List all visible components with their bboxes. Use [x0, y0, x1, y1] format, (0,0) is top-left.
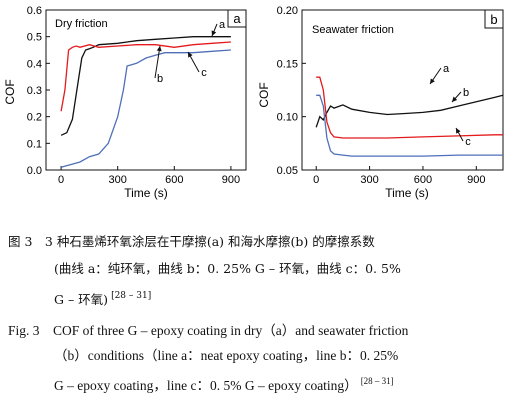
annotation-label-b-a: a — [443, 63, 450, 75]
x-tick-label-b: 300 — [360, 174, 378, 186]
caption-en-reference: [28 – 31] — [360, 376, 394, 386]
annotation-arrowhead-b-c — [456, 128, 461, 134]
series-line-a-c — [60, 49, 231, 168]
caption-cn-line-3: G – 环氧) [28 – 31] — [54, 285, 151, 311]
plot-frame-a — [45, 9, 247, 171]
caption-en-line-3: G – epoxy coating，line c：0. 5% G – epoxy… — [54, 370, 394, 397]
series-line-b-c — [316, 94, 503, 157]
y-tick-label-b: 0.15 — [277, 58, 298, 70]
y-tick-label-a: 0.0 — [27, 165, 42, 177]
y-tick-label-a: 0.5 — [27, 32, 42, 44]
panel-label-box-b — [484, 9, 504, 29]
annotation-arrowhead-a-b — [156, 46, 162, 52]
series-line-a-b — [60, 41, 231, 112]
x-tick-label-a: 900 — [222, 174, 240, 186]
caption-en-line-1-text: Fig. 3 COF of three G – epoxy coating in… — [8, 323, 409, 338]
y-tick-label-b: 0.10 — [277, 112, 298, 124]
chart-panel-a: Dry friction a COF Time (s) 0 300 600 900 0.… — [3, 5, 247, 200]
chart-title-a: Dry friction — [55, 18, 108, 30]
x-tick-label-b: 900 — [467, 174, 485, 186]
x-tick-label-b: 0 — [313, 174, 319, 186]
x-tick-label-b: 600 — [414, 174, 432, 186]
caption-cn-line-2-text: (曲线 a：纯环氧，曲线 b：0. 25% G – 环氧，曲线 c：0. 5% — [54, 261, 401, 276]
caption-en-line-1: Fig. 3 COF of three G – epoxy coating in… — [8, 320, 408, 342]
y-tick-label-a: 0.6 — [27, 5, 42, 17]
annotation-label-b-b: b — [463, 87, 469, 99]
caption-en-line-2-text: （b）conditions（line a：neat epoxy coating，… — [54, 348, 399, 363]
caption-cn-reference: [28 – 31] — [111, 291, 152, 301]
caption-cn-line-1: 图 3 3 种石墨烯环氧涂层在干摩擦(a) 和海水摩擦(b) 的摩擦系数 — [8, 231, 375, 253]
y-tick-label-b: 0.20 — [277, 5, 298, 17]
y-tick-label-a: 0.1 — [27, 138, 42, 150]
x-tick-label-a: 0 — [58, 174, 64, 186]
x-axis-label-a: Time (s) — [124, 186, 168, 200]
panel-label-a: a — [233, 11, 241, 26]
x-tick-label-a: 600 — [165, 174, 183, 186]
caption-cn-line-1-text: 图 3 3 种石墨烯环氧涂层在干摩擦(a) 和海水摩擦(b) 的摩擦系数 — [8, 234, 375, 249]
chart-title-b: Seawater friction — [312, 24, 394, 36]
annotation-label-a-c: c — [201, 67, 207, 79]
annotation-arrowhead-a-a — [211, 30, 217, 36]
panel-label-box-a — [227, 9, 247, 28]
figure: Dry friction a COF Time (s) 0 300 600 900 0.… — [3, 5, 504, 200]
y-tick-label-a: 0.4 — [27, 58, 42, 70]
annotation-arrowhead-a-c — [188, 52, 193, 58]
y-axis-label-a: COF — [3, 79, 17, 104]
caption-en-line-3-text: G – epoxy coating，line c：0. 5% G – epoxy… — [54, 378, 358, 393]
caption-en-line-2: （b）conditions（line a：neat epoxy coating，… — [54, 345, 398, 367]
x-tick-label-a: 300 — [109, 174, 127, 186]
y-tick-label-b: 0.05 — [277, 165, 298, 177]
annotation-label-a-a: a — [219, 19, 226, 31]
series-line-b-b — [316, 76, 503, 139]
x-axis-label-b: Time (s) — [385, 186, 429, 200]
series-line-b-a — [315, 94, 504, 128]
y-tick-label-a: 0.3 — [27, 85, 42, 97]
annotation-arrow-a-b — [154, 45, 161, 79]
y-axis-label-b: COF — [257, 82, 271, 107]
caption-cn-line-2: (曲线 a：纯环氧，曲线 b：0. 25% G – 环氧，曲线 c：0. 5% — [54, 258, 401, 280]
caption-cn-line-3-text: G – 环氧) — [54, 292, 109, 307]
plot-frame-b — [301, 9, 504, 171]
annotation-label-a-b: b — [157, 73, 163, 85]
annotation-arrowhead-b-b — [452, 96, 458, 102]
panel-label-b: b — [490, 12, 497, 27]
annotation-label-b-c: c — [465, 136, 471, 148]
y-tick-label-a: 0.2 — [27, 112, 42, 124]
chart-panel-b: Seawater friction b COF Time (s) 0 300 600… — [257, 5, 504, 200]
annotation-arrowhead-b-a — [430, 78, 435, 84]
